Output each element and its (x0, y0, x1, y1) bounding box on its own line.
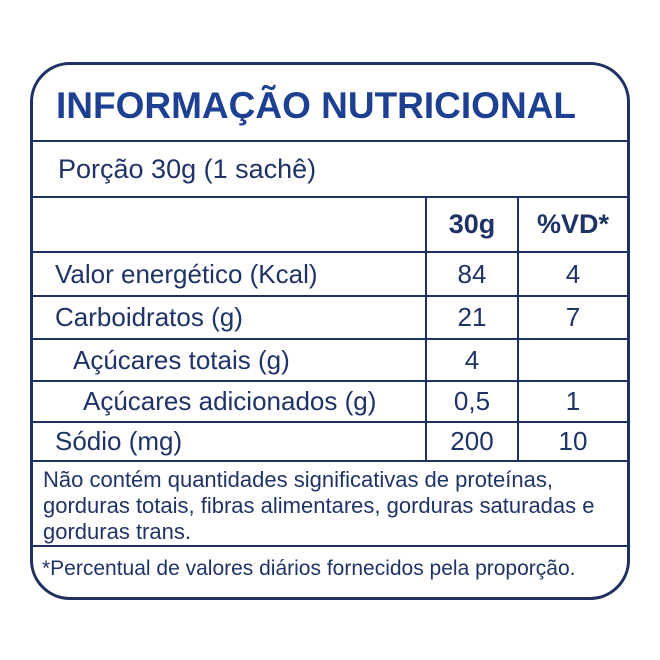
portion-text: Porção 30g (1 sachê) (58, 153, 317, 184)
nutrient-label: Açúcares adicionados (g) (83, 386, 377, 416)
title-section: INFORMAÇÃO NUTRICIONAL (33, 65, 627, 142)
table-row-energy: Valor energético (Kcal) 84 4 (33, 253, 627, 297)
amount-cell: 0,5 (425, 382, 517, 421)
header-cell-amount: 30g (425, 198, 517, 251)
page-title: INFORMAÇÃO NUTRICIONAL (56, 84, 577, 126)
nutrient-label: Açúcares totais (g) (73, 344, 290, 375)
header-cell-empty (33, 198, 425, 251)
disclaimer-text: Não contém quantidades significativas de… (43, 467, 595, 544)
dv-cell: 7 (517, 297, 627, 338)
nutrition-label-box: INFORMAÇÃO NUTRICIONAL Porção 30g (1 sac… (30, 62, 630, 600)
amount-cell: 21 (425, 297, 517, 338)
amount-cell: 84 (425, 253, 517, 295)
table-header-row: 30g %VD* (33, 198, 627, 253)
dv-cell: 4 (517, 253, 627, 295)
nutrient-label: Sódio (mg) (55, 426, 183, 456)
amount-cell: 200 (425, 423, 517, 460)
table-row-carbs: Carboidratos (g) 21 7 (33, 297, 627, 340)
nutrient-label: Valor energético (Kcal) (55, 258, 318, 289)
table-row-total-sugars: Açúcares totais (g) 4 (33, 340, 627, 382)
table-row-added-sugars: Açúcares adicionados (g) 0,5 1 (33, 382, 627, 423)
dv-cell (517, 340, 627, 380)
disclaimer-section: Não contém quantidades significativas de… (33, 462, 627, 547)
amount-cell: 4 (425, 340, 517, 380)
dv-cell: 1 (517, 382, 627, 421)
footnote-section: *Percentual de valores diários fornecido… (33, 547, 627, 597)
portion-row: Porção 30g (1 sachê) (33, 142, 627, 198)
dv-cell: 10 (517, 423, 627, 460)
footnote-text: *Percentual de valores diários fornecido… (42, 557, 576, 580)
table-row-sodium: Sódio (mg) 200 10 (33, 423, 627, 462)
nutrient-label: Carboidratos (g) (55, 302, 243, 332)
header-cell-dv: %VD* (517, 198, 627, 251)
